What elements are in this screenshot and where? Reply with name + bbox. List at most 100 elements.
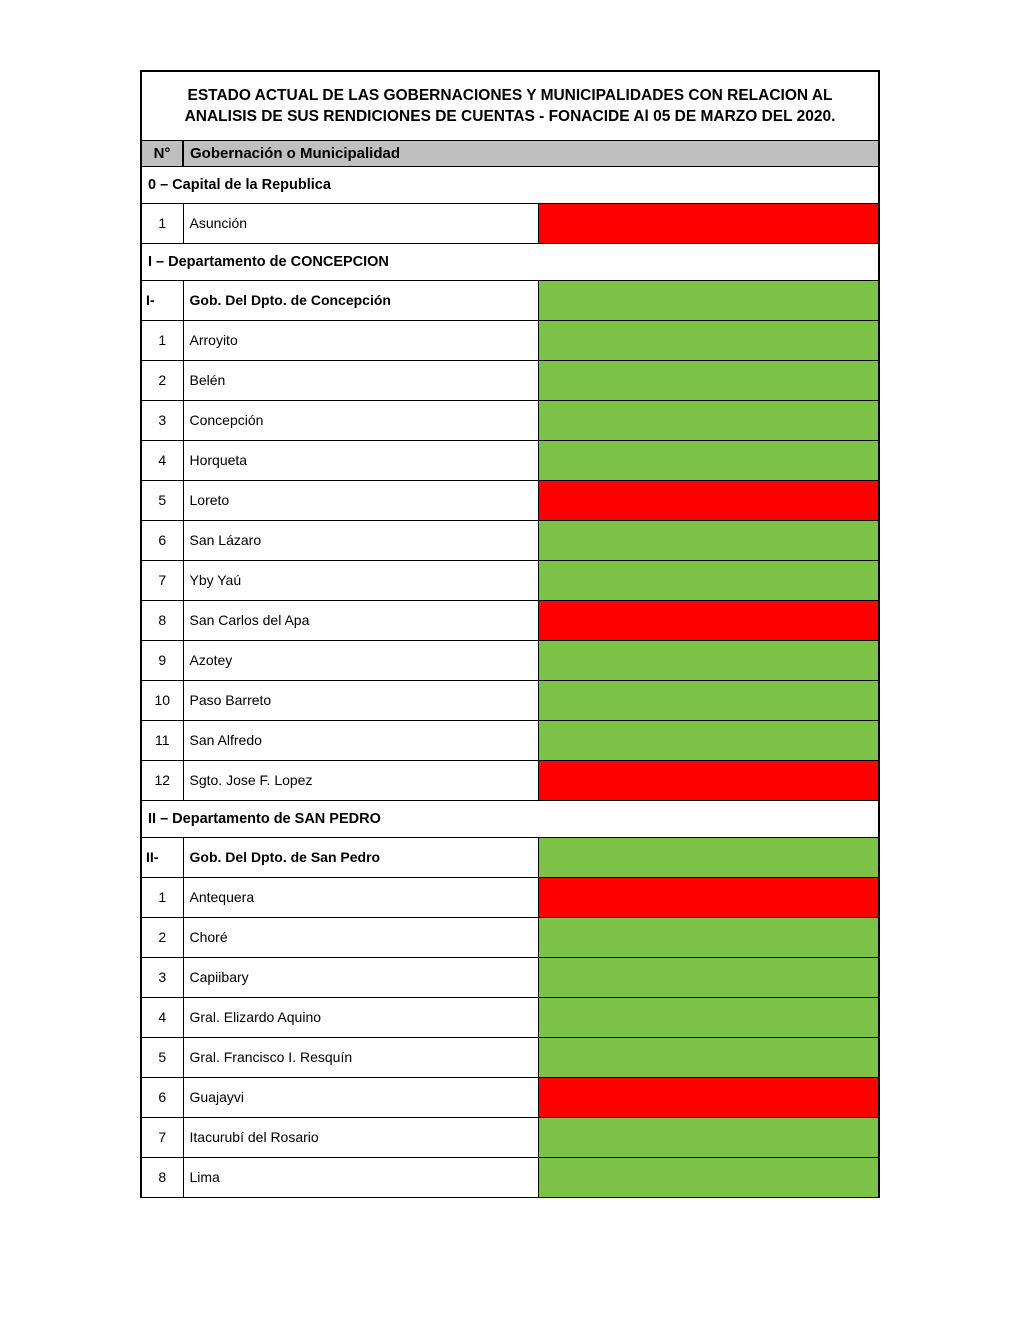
municipality-name: Asunción xyxy=(183,203,539,243)
status-cell xyxy=(539,440,879,480)
municipality-name: Belén xyxy=(183,360,539,400)
table-row: 10Paso Barreto xyxy=(141,680,879,720)
table-row: 4Gral. Elizardo Aquino xyxy=(141,997,879,1037)
row-number: 6 xyxy=(141,520,183,560)
table-row: 7Yby Yaú xyxy=(141,560,879,600)
row-number: 12 xyxy=(141,760,183,800)
row-number: 2 xyxy=(141,917,183,957)
status-cell xyxy=(539,1077,879,1117)
table-row: 8San Carlos del Apa xyxy=(141,600,879,640)
municipality-name: Itacurubí del Rosario xyxy=(183,1117,539,1157)
status-cell xyxy=(539,480,879,520)
status-cell xyxy=(539,917,879,957)
row-number: 10 xyxy=(141,680,183,720)
status-cell xyxy=(539,837,879,877)
table-row: 2Belén xyxy=(141,360,879,400)
row-number: 4 xyxy=(141,997,183,1037)
row-number: 1 xyxy=(141,877,183,917)
row-number: 2 xyxy=(141,360,183,400)
table-row: 6Guajayvi xyxy=(141,1077,879,1117)
status-cell xyxy=(539,560,879,600)
table-row: 11San Alfredo xyxy=(141,720,879,760)
table-row: II-Gob. Del Dpto. de San Pedro xyxy=(141,837,879,877)
municipality-name: San Carlos del Apa xyxy=(183,600,539,640)
table-row: 1Asunción xyxy=(141,203,879,243)
municipality-name: Gral. Francisco I. Resquín xyxy=(183,1037,539,1077)
municipality-name: San Lázaro xyxy=(183,520,539,560)
table-row: 3Capiibary xyxy=(141,957,879,997)
table-row: 1Arroyito xyxy=(141,320,879,360)
municipality-name: San Alfredo xyxy=(183,720,539,760)
status-cell xyxy=(539,957,879,997)
row-number: 5 xyxy=(141,1037,183,1077)
table-row: 6San Lázaro xyxy=(141,520,879,560)
status-cell xyxy=(539,400,879,440)
row-number: 4 xyxy=(141,440,183,480)
municipality-name: Loreto xyxy=(183,480,539,520)
municipality-name: Choré xyxy=(183,917,539,957)
municipality-name: Gob. Del Dpto. de San Pedro xyxy=(183,837,539,877)
title-row: ESTADO ACTUAL DE LAS GOBERNACIONES Y MUN… xyxy=(141,71,879,140)
status-cell xyxy=(539,760,879,800)
municipality-name: Gob. Del Dpto. de Concepción xyxy=(183,280,539,320)
row-number: 7 xyxy=(141,560,183,600)
row-number: 9 xyxy=(141,640,183,680)
table-row: 8Lima xyxy=(141,1157,879,1197)
status-cell xyxy=(539,203,879,243)
table-row: 5Loreto xyxy=(141,480,879,520)
status-cell xyxy=(539,1037,879,1077)
section-label: I – Departamento de CONCEPCION xyxy=(141,243,879,280)
municipality-name: Horqueta xyxy=(183,440,539,480)
row-number: 5 xyxy=(141,480,183,520)
section-label: II – Departamento de SAN PEDRO xyxy=(141,800,879,837)
row-number: 1 xyxy=(141,320,183,360)
status-table: ESTADO ACTUAL DE LAS GOBERNACIONES Y MUN… xyxy=(140,70,880,1198)
section-header-row: 0 – Capital de la Republica xyxy=(141,166,879,203)
table-row: 12Sgto. Jose F. Lopez xyxy=(141,760,879,800)
row-number: 8 xyxy=(141,600,183,640)
status-cell xyxy=(539,280,879,320)
section-label: 0 – Capital de la Republica xyxy=(141,166,879,203)
header-row: N° Gobernación o Municipalidad xyxy=(141,140,879,166)
row-number: II- xyxy=(141,837,183,877)
status-cell xyxy=(539,877,879,917)
status-cell xyxy=(539,997,879,1037)
municipality-name: Arroyito xyxy=(183,320,539,360)
table-row: 2Choré xyxy=(141,917,879,957)
row-number: 11 xyxy=(141,720,183,760)
row-number: 3 xyxy=(141,400,183,440)
status-cell xyxy=(539,720,879,760)
municipality-name: Concepción xyxy=(183,400,539,440)
table-row: 9Azotey xyxy=(141,640,879,680)
status-cell xyxy=(539,520,879,560)
table-row: 1Antequera xyxy=(141,877,879,917)
row-number: 8 xyxy=(141,1157,183,1197)
status-cell xyxy=(539,600,879,640)
row-number: 3 xyxy=(141,957,183,997)
status-cell xyxy=(539,640,879,680)
status-cell xyxy=(539,360,879,400)
status-cell xyxy=(539,1157,879,1197)
column-header-num: N° xyxy=(141,140,183,166)
table-row: 3Concepción xyxy=(141,400,879,440)
row-number: 6 xyxy=(141,1077,183,1117)
status-cell xyxy=(539,320,879,360)
row-number: 7 xyxy=(141,1117,183,1157)
document-title: ESTADO ACTUAL DE LAS GOBERNACIONES Y MUN… xyxy=(141,71,879,140)
municipality-name: Sgto. Jose F. Lopez xyxy=(183,760,539,800)
section-header-row: I – Departamento de CONCEPCION xyxy=(141,243,879,280)
row-number: I- xyxy=(141,280,183,320)
municipality-name: Paso Barreto xyxy=(183,680,539,720)
municipality-name: Yby Yaú xyxy=(183,560,539,600)
municipality-name: Capiibary xyxy=(183,957,539,997)
table-row: I-Gob. Del Dpto. de Concepción xyxy=(141,280,879,320)
table-row: 7Itacurubí del Rosario xyxy=(141,1117,879,1157)
column-header-name: Gobernación o Municipalidad xyxy=(183,140,879,166)
table-row: 4Horqueta xyxy=(141,440,879,480)
municipality-name: Gral. Elizardo Aquino xyxy=(183,997,539,1037)
table-row: 5Gral. Francisco I. Resquín xyxy=(141,1037,879,1077)
municipality-name: Lima xyxy=(183,1157,539,1197)
row-number: 1 xyxy=(141,203,183,243)
municipality-name: Antequera xyxy=(183,877,539,917)
status-cell xyxy=(539,1117,879,1157)
